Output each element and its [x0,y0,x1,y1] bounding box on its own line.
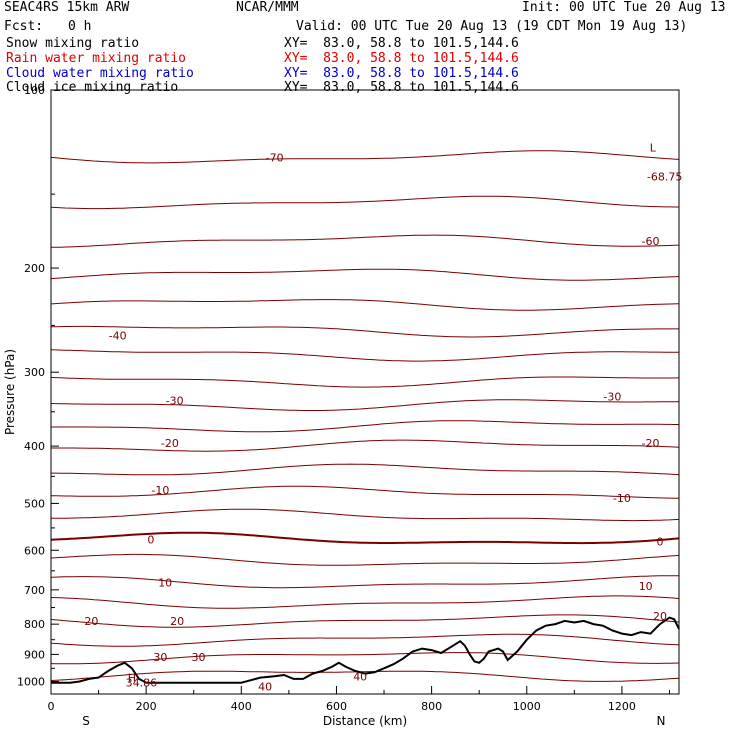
model-title: SEAC4RS 15km ARW [4,0,130,15]
x-tick-label: 800 [421,700,442,713]
contour-label: -20 [161,437,179,450]
x-axis-title: Distance (km) [323,714,407,728]
isotherm-line-5 [50,553,680,566]
isotherm-contours [50,150,680,682]
terrain-line [51,616,680,684]
x-tick-label: 1000 [513,700,541,713]
contour-label: 20 [84,615,98,628]
y-tick-label: 700 [24,584,45,597]
contour-label: H [128,672,136,685]
isotherm-line-minus70 [50,150,680,164]
contour-label: L [650,141,657,154]
isotherm-line-10 [50,575,679,589]
contour-label: 30 [192,651,206,664]
contour-label: 40 [258,681,272,694]
isotherm-line-0 [50,531,680,545]
contour-label: 10 [639,580,653,593]
y-tick-label: 900 [24,648,45,661]
isotherm-line-minus40 [50,349,679,362]
contour-label: -30 [603,391,621,404]
x-tick-label: 400 [231,700,252,713]
plot-frame [50,89,680,695]
isotherm-line-35 [50,670,680,682]
x-tick-label: 0 [48,700,55,713]
south-end-label: S [82,714,90,728]
organization-label: NCAR/MMM [236,0,299,15]
y-tick-label: 200 [24,262,45,275]
x-tick-label: 200 [136,700,157,713]
field-xy-cloud-ice: XY= 83.0, 58.8 to 101.5,144.6 [284,80,519,95]
plot-header: SEAC4RS 15km ARW NCAR/MMM Init: 00 UTC T… [0,0,740,100]
contour-label: -10 [613,492,631,505]
field-xy-rain: XY= 83.0, 58.8 to 101.5,144.6 [284,51,519,66]
contour-label: 34.86 [126,677,158,690]
isotherm-line-minus20 [51,439,680,452]
field-name-rain: Rain water mixing ratio [6,51,187,66]
contour-label: 0 [657,536,664,549]
y-tick-label: 400 [24,440,45,453]
isotherm-line-minus55 [50,268,680,281]
contour-label: 40 [353,670,367,683]
y-tick-label: 600 [24,544,45,557]
field-name-snow: Snow mixing ratio [6,36,140,51]
contour-label: 20 [170,615,184,628]
isotherm-line-minus35 [50,376,680,388]
isotherm-line-minus25 [51,420,679,433]
valid-time: Valid: 00 UTC Tue 20 Aug 13 (19 CDT Mon … [296,19,688,34]
contour-label: -68.75 [647,170,682,183]
contour-label: -30 [166,395,184,408]
isotherm-line-minus60 [51,234,680,248]
isotherm-line-minus15 [51,463,680,476]
isotherm-line-15 [50,595,680,609]
contour-label: -20 [642,437,660,450]
north-end-label: N [657,714,666,728]
isotherm-line-30 [50,652,680,665]
init-time: Init: 00 UTC Tue 20 Aug 13 [522,0,726,15]
field-name-cloud-water: Cloud water mixing ratio [6,66,194,81]
contour-label: -10 [151,484,169,497]
contour-label: 10 [158,576,172,589]
isotherm-line-minus50 [50,299,680,311]
isotherm-line-minus10 [51,485,679,499]
y-axis-title: Pressure (hPa) [3,349,17,435]
contour-label: 20 [653,610,667,623]
x-tick-label: 600 [326,700,347,713]
contour-label: -70 [266,151,284,164]
field-name-cloud-ice: Cloud ice mixing ratio [6,80,179,95]
field-xy-snow: XY= 83.0, 58.8 to 101.5,144.6 [284,36,519,51]
isotherm-line-minus5 [51,508,680,522]
isotherm-line-minus65 [50,195,679,210]
contour-labels: -70 -68.75 L -60 -40 -30 -30 -20 -20 -10 -10 0 0 10 10… [84,141,682,693]
contour-label: 0 [147,533,154,546]
contour-label: -60 [642,235,660,248]
y-tick-label: 300 [24,366,45,379]
forecast-value: 0 h [68,19,92,34]
isotherm-line-25 [50,633,680,647]
isotherm-line-minus30 [50,399,680,411]
field-xy-cloud-water: XY= 83.0, 58.8 to 101.5,144.6 [284,66,519,81]
isotherm-line-20 [50,614,680,628]
forecast-label: Fcst: [4,19,44,34]
terrain-profile [51,616,680,684]
contour-label: -40 [109,329,127,342]
y-tick-label: 500 [24,497,45,510]
isotherm-line-minus45 [50,325,679,338]
contour-label: 30 [153,651,167,664]
y-tick-label: 1000 [17,675,45,688]
x-tick-label: 1200 [608,700,636,713]
y-tick-label: 100 [24,84,45,97]
y-tick-label: 800 [24,618,45,631]
